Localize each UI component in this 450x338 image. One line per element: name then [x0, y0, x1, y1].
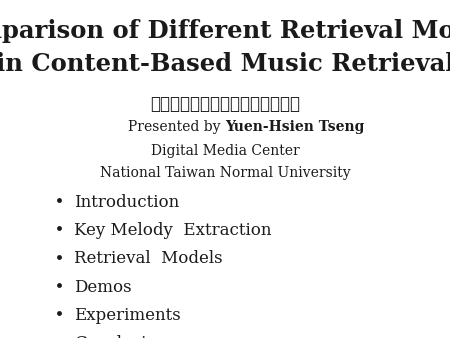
Text: Experiments: Experiments [74, 307, 181, 323]
Text: Yuen-Hsien Tseng: Yuen-Hsien Tseng [225, 120, 364, 134]
Text: Demos: Demos [74, 279, 132, 295]
Text: Presented by: Presented by [128, 120, 225, 134]
Text: 曾元顕、江陳威、白恒瑞、蘋現君: 曾元顕、江陳威、白恒瑞、蘋現君 [150, 95, 300, 113]
Text: Comparison of Different Retrieval Models: Comparison of Different Retrieval Models [0, 19, 450, 43]
Text: in Content-Based Music Retrieval: in Content-Based Music Retrieval [0, 52, 450, 76]
Text: Conclusions: Conclusions [74, 335, 176, 338]
Text: Retrieval  Models: Retrieval Models [74, 250, 223, 267]
Text: Digital Media Center: Digital Media Center [151, 144, 299, 158]
Text: Key Melody  Extraction: Key Melody Extraction [74, 222, 272, 239]
Text: Introduction: Introduction [74, 194, 180, 211]
Text: National Taiwan Normal University: National Taiwan Normal University [100, 166, 350, 179]
